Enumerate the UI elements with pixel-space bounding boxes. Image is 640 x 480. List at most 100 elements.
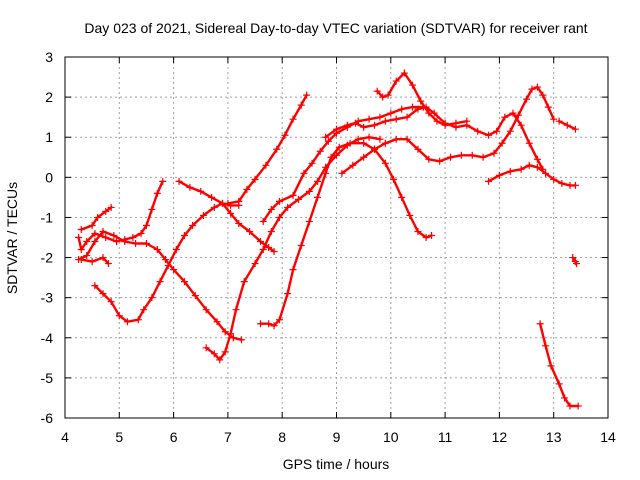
data-point-marker [284, 203, 292, 211]
data-point-marker [199, 211, 207, 219]
data-point-marker [322, 133, 330, 141]
data-point-marker [273, 145, 281, 153]
data-point-marker [246, 227, 254, 235]
data-point-marker [75, 234, 83, 241]
x-tick-label: 10 [383, 429, 399, 445]
data-point-marker [501, 113, 509, 121]
data-point-marker [121, 238, 129, 246]
y-tick-label: 3 [45, 49, 53, 65]
data-point-marker [180, 278, 188, 286]
data-point-marker [349, 161, 357, 169]
data-point-marker [381, 159, 389, 167]
data-point-marker [107, 298, 115, 306]
data-point-marker [99, 227, 107, 235]
series-sat-c [77, 203, 115, 233]
data-point-marker [281, 131, 289, 139]
data-point-marker [275, 213, 283, 221]
series-trace [340, 85, 555, 175]
data-point-marker [210, 350, 218, 358]
data-point-marker [403, 135, 411, 143]
series-sat-n [485, 161, 579, 189]
data-point-marker [275, 316, 283, 324]
data-point-marker [297, 242, 305, 250]
data-point-marker [313, 193, 321, 201]
data-point-marker [77, 256, 85, 264]
data-point-marker [132, 240, 140, 248]
data-point-marker [447, 153, 455, 161]
data-point-marker [216, 356, 224, 364]
data-point-marker [574, 402, 582, 410]
data-point-marker [259, 246, 267, 254]
data-point-marker [303, 91, 311, 99]
data-point-marker [414, 227, 422, 235]
data-point-marker [547, 362, 555, 370]
data-point-marker [365, 115, 373, 123]
data-point-marker [550, 175, 558, 183]
data-point-marker [140, 306, 148, 314]
data-point-marker [289, 115, 297, 123]
data-point-marker [525, 139, 533, 147]
series-trace [324, 105, 544, 171]
series-sat-m [373, 69, 471, 129]
data-point-marker [113, 238, 121, 246]
data-point-marker [417, 97, 425, 105]
data-point-marker [506, 127, 514, 135]
data-point-marker [463, 117, 471, 125]
data-point-marker [208, 193, 216, 201]
data-point-marker [558, 179, 566, 187]
data-point-marker [259, 217, 267, 225]
data-point-marker [256, 320, 264, 328]
data-point-marker [229, 334, 237, 342]
y-tick-label: -5 [41, 370, 54, 386]
data-point-marker [360, 153, 368, 161]
series-trace [80, 256, 110, 265]
data-point-marker [533, 163, 541, 171]
data-point-marker [381, 139, 389, 147]
x-tick-label: 7 [224, 429, 232, 445]
data-point-marker [153, 246, 161, 254]
series-sat-i [256, 139, 436, 330]
data-point-marker [561, 394, 569, 402]
data-point-marker [563, 121, 571, 129]
x-tick-label: 13 [546, 429, 562, 445]
data-point-marker [284, 290, 292, 298]
y-tick-label: -1 [41, 209, 54, 225]
series-trace [204, 135, 382, 361]
data-point-marker [83, 238, 91, 246]
data-point-marker [384, 91, 392, 99]
data-point-marker [387, 109, 395, 117]
data-point-marker [156, 278, 164, 286]
data-point-marker [210, 203, 218, 211]
data-point-marker [235, 219, 243, 227]
data-point-marker [392, 115, 400, 123]
data-point-marker [327, 153, 335, 161]
data-point-marker [517, 165, 525, 173]
data-point-marker [498, 139, 506, 147]
y-tick-label: 0 [45, 169, 53, 185]
data-point-marker [392, 77, 400, 85]
data-point-marker [153, 189, 161, 197]
data-point-marker [99, 254, 107, 262]
data-point-marker [134, 316, 142, 324]
data-point-marker [267, 227, 275, 235]
data-point-marker [300, 169, 308, 177]
data-point-marker [99, 290, 107, 298]
x-tick-label: 11 [438, 429, 453, 445]
data-point-marker [569, 254, 577, 262]
data-point-marker [360, 139, 368, 147]
data-point-marker [115, 312, 123, 320]
data-point-marker [490, 149, 498, 157]
series-trace [80, 206, 113, 231]
data-point-marker [251, 175, 259, 183]
data-point-marker [202, 306, 210, 314]
data-point-marker [316, 147, 324, 155]
data-point-marker [221, 328, 229, 336]
data-point-marker [493, 127, 501, 135]
data-point-marker [550, 115, 558, 123]
data-point-marker [91, 229, 99, 237]
data-point-marker [77, 246, 85, 254]
data-point-marker [441, 121, 449, 129]
data-point-marker [256, 238, 264, 246]
data-point-marker [354, 135, 362, 143]
